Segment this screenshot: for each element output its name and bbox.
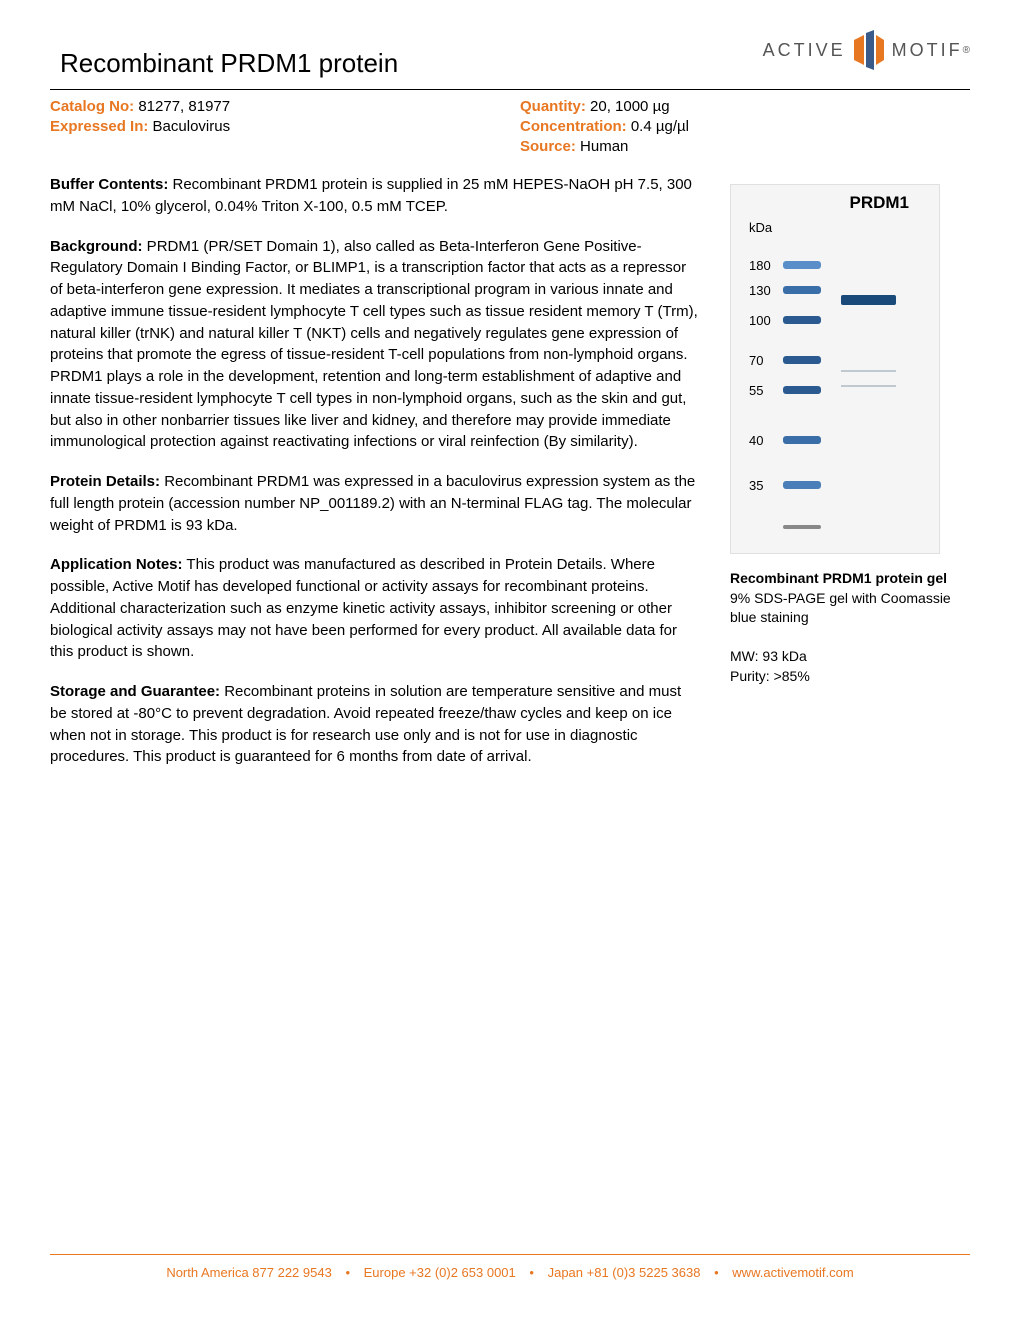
logo-left-text: ACTIVE: [763, 40, 846, 61]
footer-divider: [50, 1254, 970, 1255]
background-section: Background: PRDM1 (PR/SET Domain 1), als…: [50, 236, 700, 454]
storage-label: Storage and Guarantee:: [50, 683, 220, 700]
footer-web: www.activemotif.com: [732, 1265, 853, 1280]
protein-details-section: Protein Details: Recombinant PRDM1 was e…: [50, 471, 700, 536]
storage-section: Storage and Guarantee: Recombinant prote…: [50, 681, 700, 768]
concentration-label: Concentration:: [520, 118, 627, 135]
company-logo: ACTIVE MOTIF ®: [763, 30, 970, 70]
gel-dye-front: [783, 525, 821, 529]
buffer-section: Buffer Contents: Recombinant PRDM1 prote…: [50, 174, 700, 218]
source-value: Human: [576, 138, 629, 155]
gel-faint-band: [841, 370, 896, 372]
source-label: Source:: [520, 138, 576, 155]
footer-text: North America 877 222 9543 • Europe +32 …: [50, 1265, 970, 1280]
gel-faint-band: [841, 385, 896, 387]
application-notes-label: Application Notes:: [50, 556, 183, 573]
gel-ladder-band: [783, 316, 821, 324]
gel-marker-label: 180: [749, 258, 771, 273]
header: ACTIVE MOTIF ® Recombinant PRDM1 protein: [50, 40, 970, 90]
side-content: PRDM1 kDa 180 130 100 70 55 40 35 Recombinant …: [730, 174, 970, 786]
logo-right-text: MOTIF: [892, 40, 963, 61]
content-area: Buffer Contents: Recombinant PRDM1 prote…: [50, 174, 970, 786]
title-divider: [50, 89, 970, 90]
quantity-value: 20, 1000 µg: [586, 98, 670, 115]
gel-marker-label: 100: [749, 313, 771, 328]
trademark: ®: [963, 45, 970, 56]
application-notes-section: Application Notes: This product was manu…: [50, 554, 700, 663]
gel-caption: Recombinant PRDM1 protein gel 9% SDS-PAG…: [730, 569, 970, 687]
gel-marker-label: 40: [749, 433, 763, 448]
catalog-value: 81277, 81977: [134, 98, 230, 115]
gel-ladder-band: [783, 386, 821, 394]
gel-image: PRDM1 kDa 180 130 100 70 55 40 35: [730, 184, 940, 554]
gel-caption-desc: 9% SDS-PAGE gel with Coomassie blue stai…: [730, 589, 970, 628]
background-label: Background:: [50, 238, 143, 255]
product-info: Catalog No: 81277, 81977 Quantity: 20, 1…: [50, 98, 970, 156]
expressed-label: Expressed In:: [50, 118, 148, 135]
protein-details-label: Protein Details:: [50, 473, 160, 490]
bullet-icon: •: [529, 1265, 534, 1280]
gel-kda-label: kDa: [749, 220, 772, 235]
gel-ladder-band: [783, 436, 821, 444]
bullet-icon: •: [714, 1265, 719, 1280]
logo-icon: [854, 30, 884, 70]
gel-marker-label: 55: [749, 383, 763, 398]
footer-na: North America 877 222 9543: [166, 1265, 332, 1280]
gel-ladder-band: [783, 261, 821, 269]
footer: North America 877 222 9543 • Europe +32 …: [50, 1254, 970, 1280]
gel-title: PRDM1: [849, 193, 909, 213]
gel-ladder-band: [783, 356, 821, 364]
gel-caption-purity: Purity: >85%: [730, 667, 970, 687]
expressed-value: Baculovirus: [148, 118, 230, 135]
gel-ladder-band: [783, 481, 821, 489]
background-text: PRDM1 (PR/SET Domain 1), also called as …: [50, 238, 698, 451]
catalog-label: Catalog No:: [50, 98, 134, 115]
gel-marker-label: 35: [749, 478, 763, 493]
gel-marker-label: 130: [749, 283, 771, 298]
gel-ladder-band: [783, 286, 821, 294]
footer-jp: Japan +81 (0)3 5225 3638: [548, 1265, 701, 1280]
concentration-value: 0.4 µg/µl: [627, 118, 689, 135]
gel-marker-label: 70: [749, 353, 763, 368]
bullet-icon: •: [345, 1265, 350, 1280]
buffer-label: Buffer Contents:: [50, 176, 168, 193]
gel-caption-title: Recombinant PRDM1 protein gel: [730, 569, 970, 589]
quantity-label: Quantity:: [520, 98, 586, 115]
gel-sample-band: [841, 295, 896, 305]
footer-eu: Europe +32 (0)2 653 0001: [364, 1265, 516, 1280]
gel-caption-mw: MW: 93 kDa: [730, 647, 970, 667]
main-content: Buffer Contents: Recombinant PRDM1 prote…: [50, 174, 730, 786]
